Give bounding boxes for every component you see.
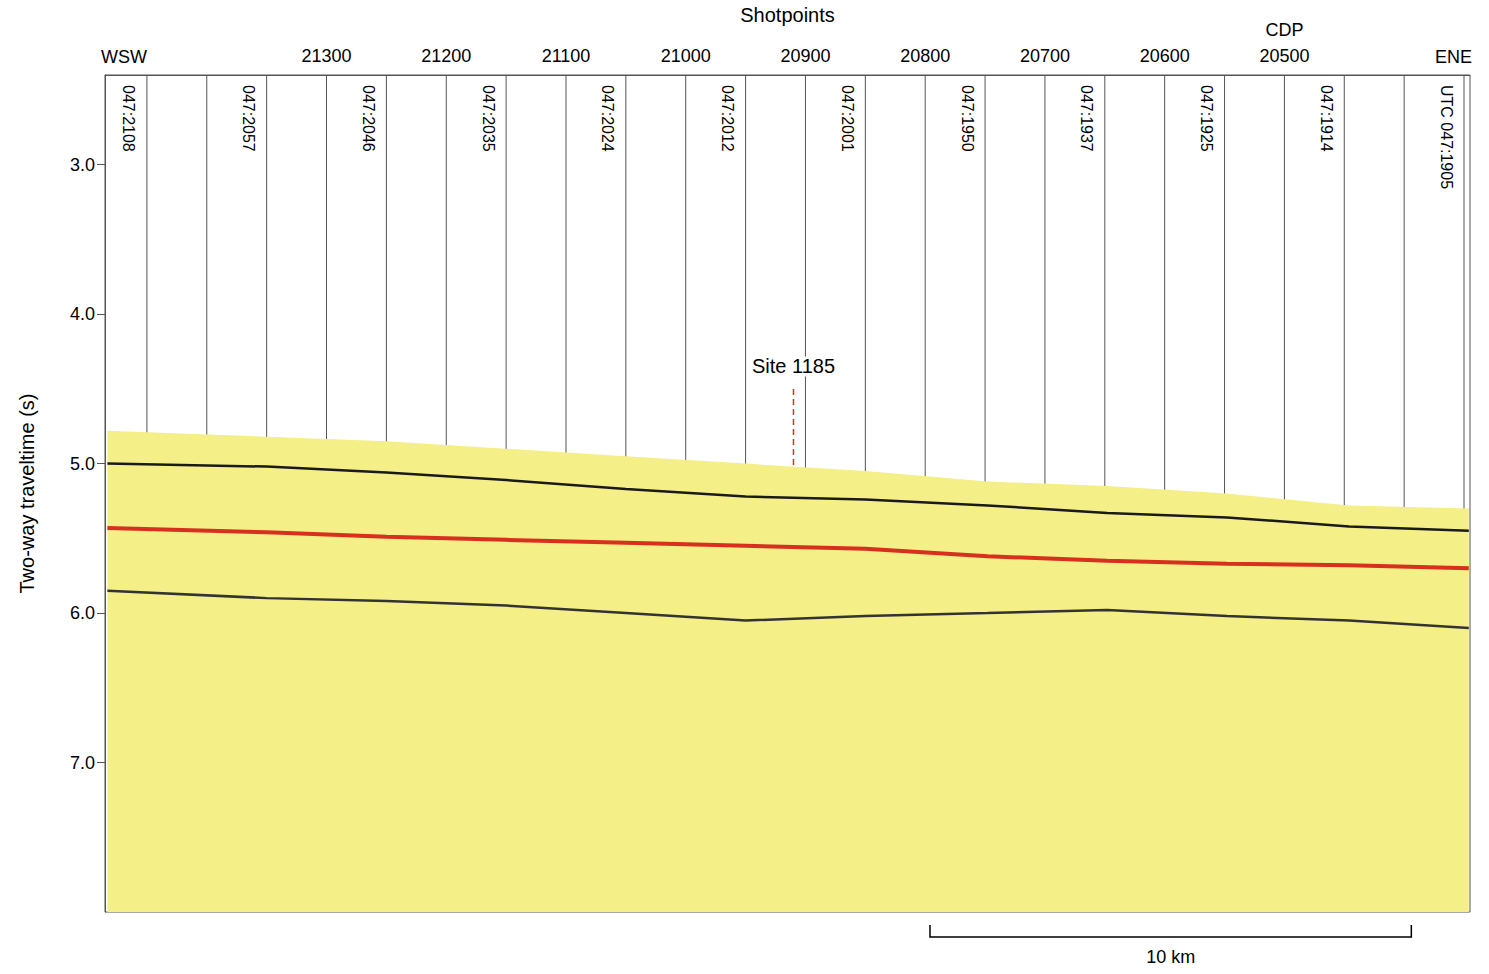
svg-text:20600: 20600 — [1140, 46, 1190, 66]
svg-text:047:2035: 047:2035 — [480, 85, 497, 152]
svg-text:UTC 047:1905: UTC 047:1905 — [1438, 85, 1455, 189]
svg-text:20700: 20700 — [1020, 46, 1070, 66]
svg-text:4.0: 4.0 — [70, 304, 95, 324]
svg-text:5.0: 5.0 — [70, 454, 95, 474]
svg-text:21000: 21000 — [661, 46, 711, 66]
svg-text:WSW: WSW — [101, 47, 147, 67]
svg-text:047:2001: 047:2001 — [839, 85, 856, 152]
svg-text:ENE: ENE — [1435, 47, 1472, 67]
svg-text:047:1914: 047:1914 — [1318, 85, 1335, 152]
svg-text:21200: 21200 — [421, 46, 471, 66]
svg-text:Site 1185: Site 1185 — [752, 355, 835, 377]
svg-text:Two-way traveltime (s): Two-way traveltime (s) — [16, 393, 38, 593]
svg-text:047:1937: 047:1937 — [1078, 85, 1095, 152]
svg-text:CDP: CDP — [1265, 20, 1303, 40]
svg-text:Shotpoints: Shotpoints — [740, 4, 835, 26]
svg-text:21300: 21300 — [301, 46, 351, 66]
svg-text:047:2057: 047:2057 — [240, 85, 257, 152]
svg-text:20800: 20800 — [900, 46, 950, 66]
svg-text:10 km: 10 km — [1146, 947, 1195, 967]
svg-text:7.0: 7.0 — [70, 753, 95, 773]
svg-text:047:1925: 047:1925 — [1198, 85, 1215, 152]
svg-text:20900: 20900 — [780, 46, 830, 66]
svg-text:20500: 20500 — [1259, 46, 1309, 66]
svg-text:047:2108: 047:2108 — [120, 85, 137, 152]
svg-text:21100: 21100 — [542, 46, 591, 66]
svg-text:047:1950: 047:1950 — [959, 85, 976, 152]
svg-text:047:2012: 047:2012 — [719, 85, 736, 152]
svg-text:047:2024: 047:2024 — [599, 85, 616, 152]
svg-text:047:2046: 047:2046 — [360, 85, 377, 152]
svg-text:3.0: 3.0 — [70, 155, 95, 175]
svg-text:6.0: 6.0 — [70, 603, 95, 623]
